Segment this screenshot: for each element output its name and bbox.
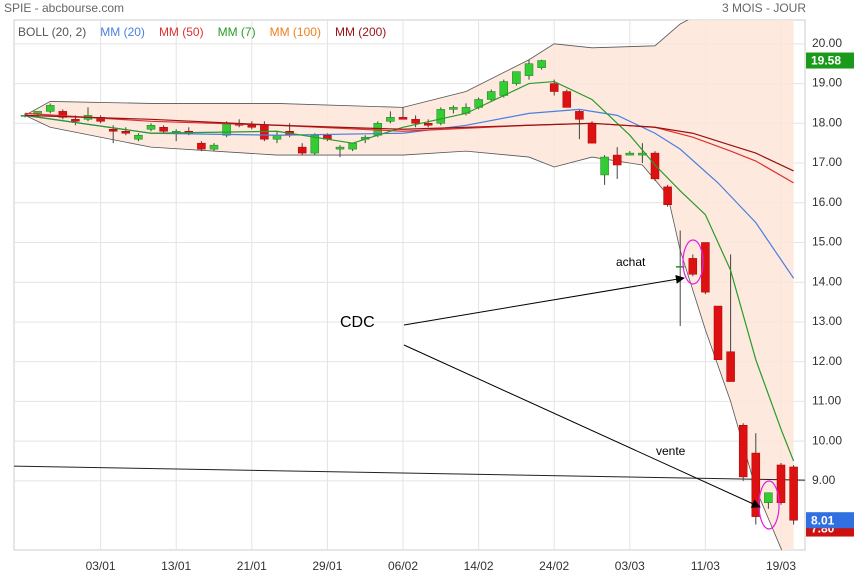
price-marker-label: 8.01 [811, 513, 835, 527]
candle-body [33, 111, 42, 114]
candle-body [776, 464, 786, 503]
candle-body [436, 109, 446, 124]
y-tick-label: 14.00 [812, 274, 842, 288]
x-tick-label: 21/01 [237, 559, 267, 573]
candle-body [625, 152, 635, 156]
candle-body [197, 142, 206, 150]
candle-body [398, 117, 408, 120]
y-tick-label: 12.00 [812, 354, 842, 368]
candle-body [247, 125, 257, 128]
annotation: achat [616, 255, 646, 269]
y-tick-label: 10.00 [812, 433, 842, 447]
legend-entry: MM (100) [270, 25, 321, 39]
chart-title: SPIE - abcbourse.com [4, 1, 124, 15]
candle-body [159, 127, 168, 132]
chart-subtitle: 3 MOIS - JOUR [722, 1, 806, 15]
candle-body [587, 123, 597, 144]
x-tick-label: 06/02 [388, 559, 418, 573]
x-tick-label: 19/03 [766, 559, 796, 573]
y-tick-label: 16.00 [812, 195, 842, 209]
plot [14, 20, 805, 550]
candle-body [423, 123, 433, 126]
legend-entry: MM (50) [159, 25, 204, 39]
legend-entry: MM (7) [218, 25, 256, 39]
candle-body [222, 123, 231, 136]
moving-average [24, 80, 795, 462]
candle-body [575, 111, 584, 120]
candle-body [764, 492, 773, 503]
x-tick-label: 13/01 [161, 559, 191, 573]
candle-body [701, 242, 710, 293]
candle-body [512, 71, 521, 84]
candle-body [549, 83, 559, 92]
candle-body [71, 119, 80, 122]
x-tick-label: 14/02 [464, 559, 494, 573]
candle-body [663, 186, 672, 205]
candle-body [600, 156, 609, 176]
legend-entry: BOLL (20, 2) [18, 25, 86, 39]
candle-body [524, 63, 534, 76]
candle-body [562, 91, 572, 108]
price-marker [806, 52, 854, 69]
moving-average [24, 108, 795, 279]
y-tick-label: 13.00 [812, 314, 842, 328]
bollinger-upper [24, 20, 689, 116]
candle-body [789, 466, 798, 521]
arrow [403, 344, 761, 508]
x-tick-label: 29/01 [312, 559, 342, 573]
candle-body [411, 119, 420, 124]
overlay: 19.587.808.01 [806, 52, 854, 537]
trendline [14, 465, 805, 481]
legend: BOLL (20, 2) MM (20) MM (50) MM (7) MM (100)… [18, 25, 386, 39]
candle-body [537, 60, 546, 68]
candle-body [713, 305, 723, 360]
candle-body [335, 146, 345, 150]
x-tick-label: 11/03 [691, 559, 720, 573]
candle-body [297, 146, 307, 154]
moving-average [24, 114, 794, 172]
candle-body [688, 258, 698, 275]
y-tick-label: 9.00 [812, 473, 836, 487]
candle-body [45, 105, 55, 112]
x-tick-label: 03/01 [86, 559, 116, 573]
bollinger-fill [25, 20, 794, 550]
candle-body [108, 129, 118, 132]
candle-body [675, 266, 685, 268]
highlight-ellipse [682, 239, 704, 285]
candle-body [726, 351, 735, 382]
candle-body [751, 452, 761, 517]
legend-entry: MM (200) [335, 25, 386, 39]
y-tick-label: 20.00 [812, 36, 842, 50]
candle-body [738, 424, 748, 478]
y-tick-label: 19.00 [812, 76, 842, 90]
x-tick-label: 03/03 [615, 559, 645, 573]
annotation: vente [656, 444, 686, 458]
price-marker [806, 512, 854, 529]
x-tick-label: 24/02 [539, 559, 569, 573]
candle-body [650, 152, 660, 180]
candle-body [612, 154, 622, 166]
legend-entry: MM (20) [100, 25, 145, 39]
y-tick-label: 15.00 [812, 235, 842, 249]
y-tick-label: 18.00 [812, 115, 842, 129]
candle-body [260, 125, 269, 140]
annotation: CDC [340, 314, 375, 331]
candle-body [499, 81, 509, 96]
price-marker-label: 19.58 [811, 54, 841, 68]
candle-body [449, 107, 458, 110]
y-tick-label: 11.00 [812, 394, 841, 408]
candle-body [58, 111, 68, 118]
candle-body [348, 142, 357, 150]
candle-body [386, 117, 395, 122]
arrow [403, 274, 685, 326]
candle-body [486, 91, 496, 100]
candle-body [134, 134, 143, 140]
candle-body [146, 125, 156, 130]
y-tick-label: 17.00 [812, 155, 842, 169]
grid: 9.00 10.00 11.00 12.00 13.00 14.00 15.00 16.00 1… [14, 20, 842, 573]
candle-body [121, 130, 131, 134]
candle-body [209, 144, 219, 150]
